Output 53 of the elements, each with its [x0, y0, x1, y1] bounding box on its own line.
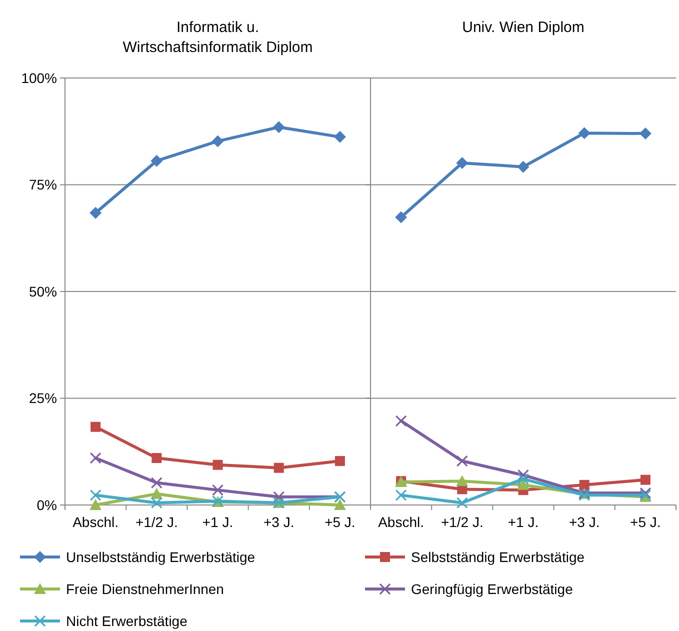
- point: [334, 499, 346, 510]
- point: [395, 415, 407, 427]
- point: [212, 484, 224, 496]
- point: [212, 460, 223, 470]
- point: [395, 489, 407, 501]
- x-tick-label: +1 J.: [202, 514, 234, 530]
- chart-title: Univ. Wien Diplom: [462, 19, 584, 36]
- point: [90, 499, 102, 510]
- legend-label: Nicht Erwerbstätige: [66, 612, 188, 629]
- point: [90, 489, 102, 501]
- point: [639, 128, 652, 140]
- point: [150, 154, 163, 167]
- point: [334, 130, 346, 143]
- point: [578, 127, 590, 140]
- point: [517, 160, 530, 173]
- x-tick-label: +1/2 J.: [440, 514, 484, 530]
- point: [152, 453, 162, 464]
- x-tick-label: +3 J.: [568, 514, 600, 530]
- point: [150, 476, 162, 489]
- point: [150, 488, 163, 499]
- point: [395, 211, 408, 224]
- legend-label: Freie DienstnehmerInnen: [66, 580, 224, 597]
- point: [272, 121, 285, 134]
- point: [273, 491, 285, 503]
- point: [456, 455, 468, 467]
- x-tick-label: +3 J.: [263, 514, 294, 530]
- point: [90, 452, 102, 464]
- point: [456, 475, 468, 486]
- x-tick-label: +1/2 J.: [135, 514, 178, 530]
- point: [640, 474, 650, 485]
- y-tick-label: 100%: [21, 70, 57, 86]
- point: [456, 156, 468, 169]
- legend-label: Selbstständig Erwerbstätige: [411, 548, 585, 565]
- point: [334, 456, 345, 466]
- point: [212, 135, 224, 148]
- legend-label: Geringfügig Erwerbstätige: [411, 580, 574, 597]
- y-tick-label: 50%: [28, 283, 57, 300]
- y-tick-label: 75%: [28, 176, 57, 193]
- legend-label: Unselbstständig Erwerbstätige: [66, 548, 256, 565]
- x-tick-label: +5 J.: [630, 514, 661, 530]
- x-tick-label: Abschl.: [72, 514, 119, 530]
- x-tick-label: Abschl.: [378, 514, 424, 530]
- point: [90, 206, 102, 219]
- point: [150, 497, 162, 509]
- y-tick-label: 25%: [28, 390, 57, 406]
- x-tick-label: +1 J.: [508, 514, 539, 530]
- point: [274, 462, 284, 473]
- chart-title: Informatik u. Wirtschaftsinformatik Diplom: [122, 19, 313, 56]
- y-tick-label: 0%: [36, 496, 57, 513]
- point: [90, 422, 101, 432]
- point: [456, 497, 468, 509]
- x-tick-label: +5 J.: [324, 514, 356, 530]
- point: [517, 473, 530, 485]
